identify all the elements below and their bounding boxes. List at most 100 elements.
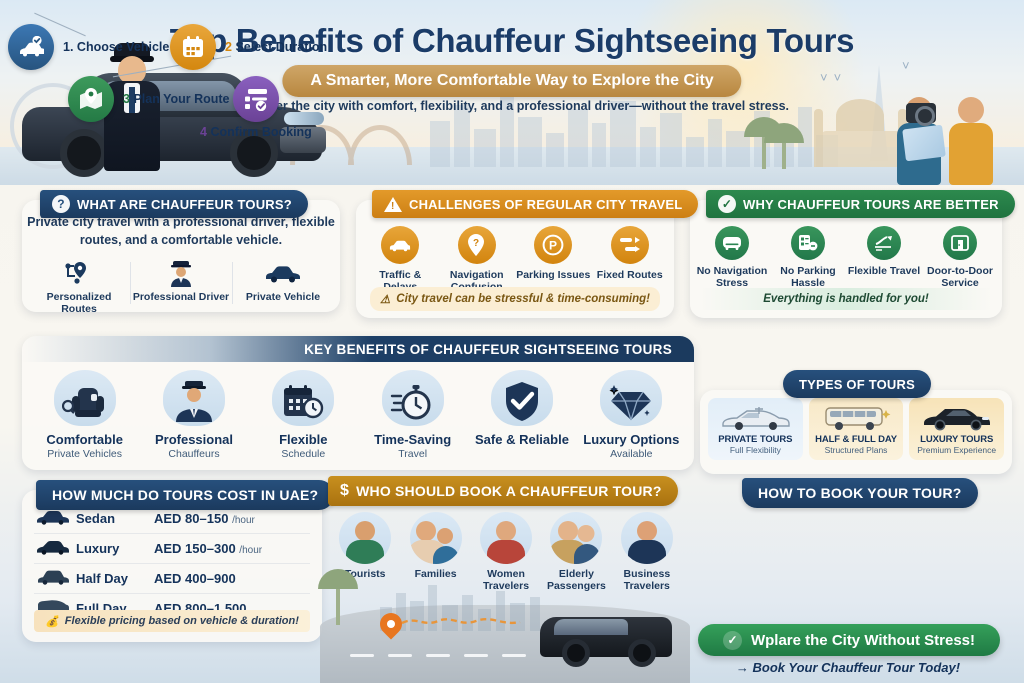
step-text: Select Duration: [235, 40, 328, 54]
check-icon: ✓: [722, 630, 742, 650]
warning-triangle-icon: [384, 196, 402, 212]
flexible-chart-icon: [867, 226, 901, 260]
calendar-clock-icon: [272, 370, 335, 426]
tour-type-half-full-day[interactable]: HALF & FULL DAY Structured Plans: [808, 398, 904, 460]
pricing-table: Sedan AED 80–150 /hour Luxury AED 150–30…: [34, 504, 310, 623]
table-row: Luxury AED 150–300 /hour: [34, 533, 310, 564]
chauffeur-illustration: [100, 43, 164, 171]
pricing-type: Half Day: [74, 563, 152, 594]
header-banner: ˅˅ ˅ Top Benefits of Chauffeur Sightseei…: [0, 0, 1024, 185]
parking-p-icon: P: [534, 226, 573, 264]
tour-type-sub: Premium Experience: [917, 445, 997, 455]
item-label: Parking Issues: [516, 269, 591, 281]
step-number: 2: [225, 40, 232, 54]
sedan-icon: [34, 504, 74, 534]
ribbon-label: WHY CHAUFFEUR TOURS ARE BETTER: [743, 196, 999, 212]
step-choose-vehicle[interactable]: 1. Choose Vehicle: [8, 24, 169, 70]
van-illustration: [540, 609, 672, 667]
ribbon-what-are-chauffeur-tours: ? WHAT ARE CHAUFFEUR TOURS?: [40, 190, 308, 218]
item-flexible-travel: Flexible Travel: [846, 226, 922, 290]
benefit-sub: Chauffeurs: [168, 447, 220, 460]
ribbon-types-of-tours: TYPES OF TOURS: [783, 370, 931, 398]
diamond-icon: [600, 370, 663, 426]
panel-what-are-chauffeur-tours: Private city travel with a professional …: [22, 200, 340, 315]
benefit-sub: Schedule: [281, 447, 326, 460]
road-dash: [426, 654, 450, 657]
step-label: 2 Select Duration: [225, 40, 327, 54]
panel-how-to-book: 1. Choose Vehicle 2 Select Duration 3 Pl…: [0, 0, 327, 139]
item-door-to-door: Door-to-Door Service: [922, 226, 998, 290]
road-dash: [464, 654, 488, 657]
car-check-icon: [8, 24, 54, 70]
location-pin-icon: [375, 608, 407, 643]
cta-block: ✓ Wplare the City Without Stress! → Book…: [684, 624, 1012, 678]
check-circle-icon: ✓: [718, 195, 736, 213]
audience-business: Business Travelers: [612, 512, 682, 593]
panel-key-benefits: KEY BENEFITS OF CHAUFFEUR SIGHTSEEING TO…: [22, 336, 694, 470]
item-personalized-routes: Personalized Routes: [28, 258, 130, 316]
step-text: Choose Vehicle: [76, 40, 170, 54]
benefit-safe-reliable: Safe & Reliable: [467, 370, 576, 461]
tour-type-title: HALF & FULL DAY: [815, 434, 897, 445]
item-private-vehicle: Private Vehicle: [232, 258, 334, 316]
table-row: Half Day AED 400–900: [34, 563, 310, 594]
shield-check-icon: [490, 370, 553, 426]
audience-label: Families: [414, 568, 457, 580]
svg-text:?: ?: [473, 238, 479, 249]
pricing-unit: /hour: [232, 515, 255, 526]
panel-items-row: Traffic & Delays ? Navigation Confusion …: [362, 226, 668, 294]
cta-headline: Wplare the City Without Stress!: [750, 631, 976, 649]
note-text: City travel can be stressful & time-cons…: [396, 293, 650, 305]
benefit-comfortable: Comfortable Private Vehicles: [30, 370, 139, 461]
item-navigation-confusion: ? Navigation Confusion: [439, 226, 516, 294]
cta-button[interactable]: ✓ Wplare the City Without Stress!: [698, 624, 1000, 656]
item-label: Door-to-Door Service: [927, 265, 993, 290]
who-items-row: Tourists Families Women Travelers: [330, 512, 682, 593]
tour-type-private[interactable]: PRIVATE TOURS Full Flexibility: [708, 398, 803, 460]
family-avatar: [409, 512, 462, 564]
tour-type-luxury[interactable]: LUXURY TOURS Premium Experience: [909, 398, 1005, 460]
ribbon-label: TYPES OF TOURS: [799, 376, 915, 392]
benefit-flexible: Flexible Schedule: [249, 370, 358, 461]
van-front-icon: [715, 226, 749, 260]
step-select-duration[interactable]: 2 Select Duration: [170, 24, 327, 70]
panel-pricing: Sedan AED 80–150 /hour Luxury AED 150–30…: [22, 490, 322, 642]
item-no-navigation-stress: No Navigation Stress: [694, 226, 770, 290]
step-number: 1.: [63, 40, 74, 54]
tour-type-title: PRIVATE TOURS: [718, 434, 793, 445]
benefit-title: Flexible: [279, 432, 328, 447]
item-label: Professional Driver: [132, 291, 230, 303]
ribbon-label: CHALLENGES OF REGULAR CITY TRAVEL: [409, 196, 683, 212]
item-no-parking-hassle: No Parking Hassle: [770, 226, 846, 290]
audience-label: Women Travelers: [482, 568, 530, 593]
ribbon-how-to-book: HOW TO BOOK YOUR TOUR?: [742, 478, 978, 508]
traffic-car-icon: [381, 226, 420, 264]
ribbon-label: HOW MUCH DO TOURS COST IN UAE?: [52, 487, 319, 503]
ribbon-why-better: ✓ WHY CHAUFFEUR TOURS ARE BETTER: [706, 190, 1015, 218]
benefit-time-saving: Time-Saving Travel: [358, 370, 467, 461]
city-skyline: [430, 87, 850, 167]
pricing-price: AED 150–300: [154, 541, 236, 556]
ribbon-who-should-book: $ WHO SHOULD BOOK A CHAUFFEUR TOUR?: [328, 476, 678, 506]
calendar-icon: [170, 24, 216, 70]
audience-label: Business Travelers: [623, 568, 671, 593]
step-plan-route[interactable]: 3 Plan Your Route: [68, 76, 230, 122]
palm-tree-icon: [764, 123, 804, 169]
pricing-type: Sedan: [76, 511, 116, 526]
item-label: Fixed Routes: [596, 269, 663, 281]
ribbon-label: WHO SHOULD BOOK A CHAUFFEUR TOUR?: [356, 483, 662, 499]
private-car-icon: [711, 402, 800, 434]
item-label: No Navigation Stress: [696, 265, 768, 290]
form-check-icon: [232, 76, 279, 122]
pricing-type: Luxury: [74, 533, 152, 564]
step-confirm-booking[interactable]: 4 Confirm Booking: [200, 76, 312, 139]
audience-elderly: Elderly Passengers: [541, 512, 611, 593]
birds-icon: ˅˅: [820, 70, 848, 85]
item-label: Flexible Travel: [847, 265, 921, 277]
warning-triangle-icon: ⚠: [379, 294, 391, 306]
benefit-sub: Available: [610, 447, 653, 460]
chauffeur-icon: [130, 258, 232, 288]
item-label: No Parking Hassle: [780, 265, 836, 290]
palm-tree-icon: [318, 569, 358, 625]
tour-type-sub: Full Flexibility: [729, 445, 781, 455]
